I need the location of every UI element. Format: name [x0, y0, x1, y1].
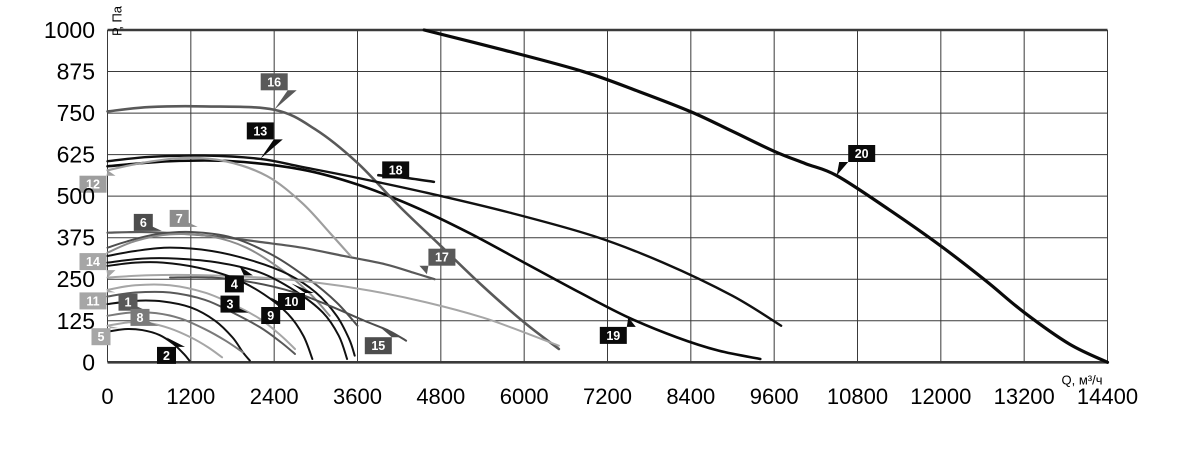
svg-text:2: 2	[163, 349, 170, 363]
svg-text:8: 8	[137, 311, 144, 325]
svg-text:0: 0	[101, 384, 113, 409]
svg-text:6000: 6000	[500, 384, 549, 409]
svg-text:15: 15	[371, 339, 385, 353]
svg-text:5: 5	[98, 330, 105, 344]
svg-text:17: 17	[435, 251, 449, 265]
svg-text:10800: 10800	[827, 384, 888, 409]
svg-text:Q, м³/ч: Q, м³/ч	[1062, 372, 1103, 387]
svg-text:1000: 1000	[44, 17, 95, 43]
svg-text:9: 9	[267, 309, 274, 323]
svg-text:2400: 2400	[250, 384, 299, 409]
svg-text:13: 13	[253, 124, 267, 138]
svg-text:13200: 13200	[994, 384, 1055, 409]
svg-text:0: 0	[82, 349, 95, 375]
svg-text:16: 16	[267, 75, 281, 89]
svg-text:18: 18	[389, 163, 403, 177]
svg-text:4: 4	[231, 277, 238, 291]
svg-text:500: 500	[57, 183, 95, 209]
svg-text:7: 7	[176, 212, 183, 226]
svg-text:875: 875	[57, 59, 95, 85]
svg-text:20: 20	[855, 147, 869, 161]
svg-text:7200: 7200	[583, 384, 632, 409]
svg-text:375: 375	[57, 225, 95, 251]
svg-text:Р, Па: Р, Па	[110, 5, 125, 36]
svg-text:4800: 4800	[416, 384, 465, 409]
svg-text:3600: 3600	[333, 384, 382, 409]
svg-text:19: 19	[606, 329, 620, 343]
svg-text:250: 250	[57, 266, 95, 292]
svg-text:1: 1	[125, 296, 132, 310]
svg-text:8400: 8400	[666, 384, 715, 409]
svg-text:12000: 12000	[910, 384, 971, 409]
svg-text:9600: 9600	[750, 384, 799, 409]
svg-text:6: 6	[140, 216, 147, 230]
svg-text:125: 125	[57, 308, 95, 334]
svg-text:750: 750	[57, 100, 95, 126]
svg-text:14400: 14400	[1077, 384, 1138, 409]
svg-text:1200: 1200	[166, 384, 215, 409]
svg-text:10: 10	[285, 295, 299, 309]
svg-text:3: 3	[227, 298, 234, 312]
svg-text:625: 625	[57, 142, 95, 168]
svg-text:11: 11	[86, 294, 99, 308]
